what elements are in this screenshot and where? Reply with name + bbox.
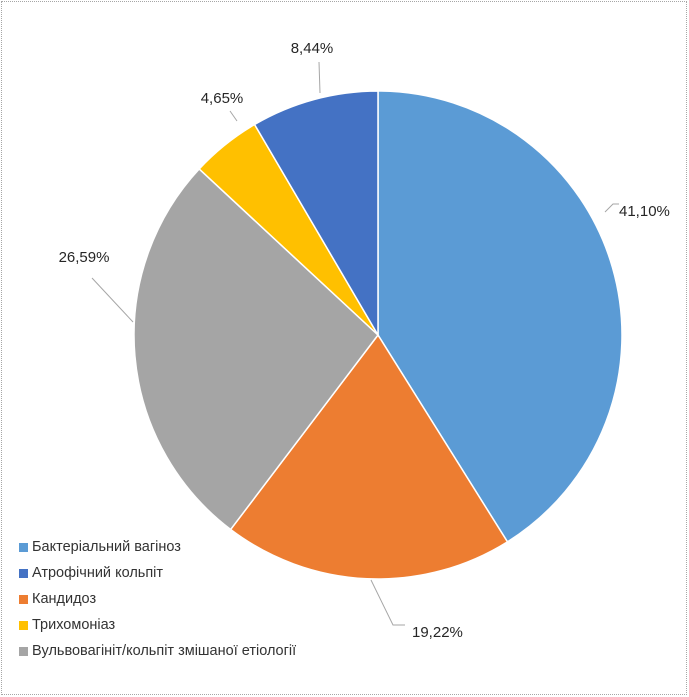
legend-swatch <box>19 620 28 630</box>
legend-swatch <box>19 542 28 552</box>
leader-line <box>91 277 134 323</box>
legend-label: Атрофічний кольпіт <box>32 565 164 581</box>
pie-slice <box>133 167 380 531</box>
legend-swatch <box>19 568 28 578</box>
legend-item-mixed-etiology: Вульвовагініт/кольпіт змішаної етіології <box>19 638 296 664</box>
legend-item-trichomoniasis: Трихомоніаз <box>19 612 296 638</box>
leader-line <box>604 203 619 213</box>
pie-slice <box>377 90 623 543</box>
legend-swatch <box>19 594 28 604</box>
pie-slice <box>229 333 509 580</box>
data-label: 19,22% <box>412 624 463 641</box>
legend-label: Вульвовагініт/кольпіт змішаної етіології <box>32 643 297 659</box>
legend-label: Трихомоніаз <box>32 617 116 633</box>
legend-item-bacterial-vaginosis: Бактеріальний вагіноз <box>19 534 296 560</box>
leader-line <box>370 579 405 626</box>
data-label: 8,44% <box>291 40 334 57</box>
legend-label: Кандидоз <box>32 591 97 607</box>
leader-line <box>318 61 321 94</box>
data-label: 26,59% <box>59 249 110 266</box>
data-label: 41,10% <box>619 203 670 220</box>
legend-item-atrophic-colpitis: Атрофічний кольпіт <box>19 560 296 586</box>
leader-line <box>229 110 238 122</box>
pie-slice <box>253 90 379 338</box>
legend-item-candidiasis: Кандидоз <box>19 586 296 612</box>
data-label: 4,65% <box>201 90 244 107</box>
legend-label: Бактеріальний вагіноз <box>32 539 181 555</box>
legend-swatch <box>19 646 28 656</box>
chart-legend: Бактеріальний вагіноз Атрофічний кольпіт… <box>19 534 296 664</box>
